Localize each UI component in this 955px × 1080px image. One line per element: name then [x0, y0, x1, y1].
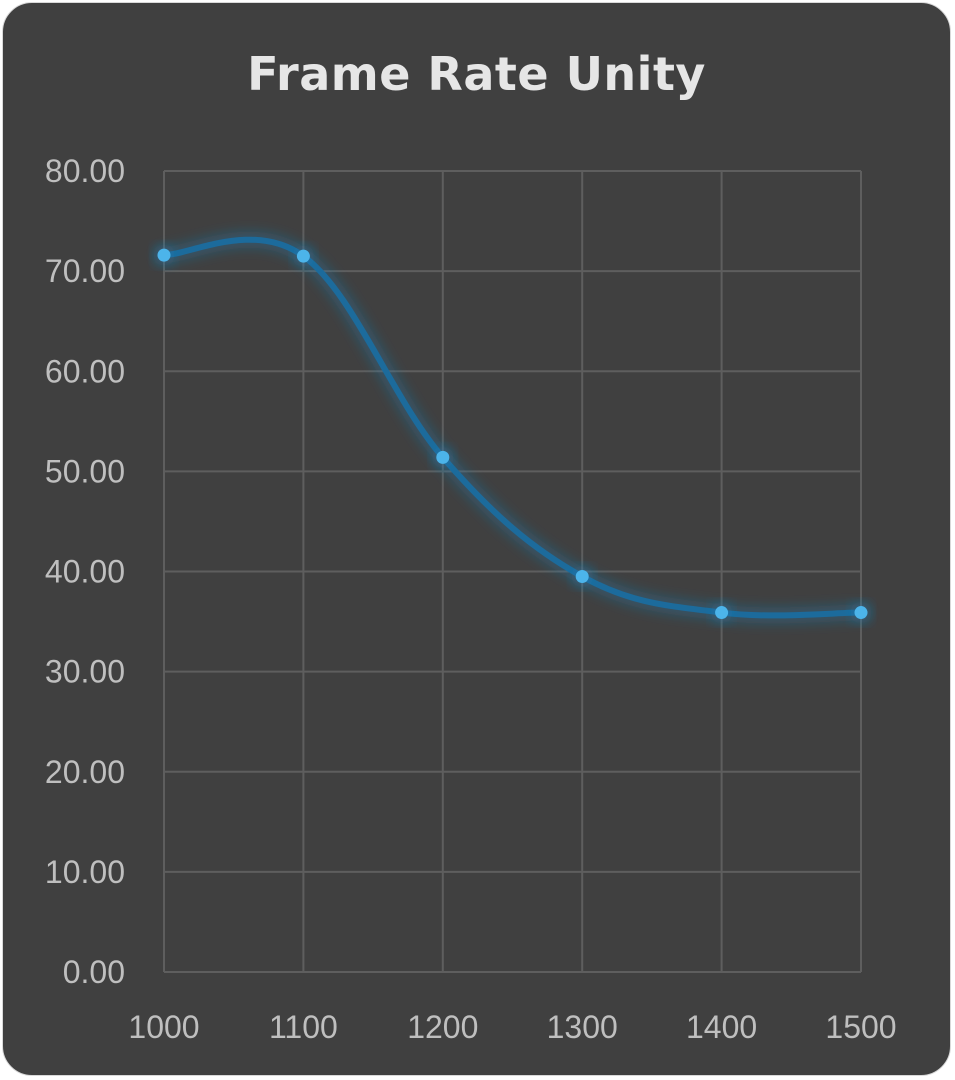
x-tick-label: 1100: [269, 1009, 338, 1045]
grid: [163, 170, 862, 973]
y-tick-label: 0.00: [63, 954, 125, 990]
data-point: [157, 248, 171, 262]
y-axis-ticks: 0.00 10.00 20.00 30.00 40.00 50.00 60.00 70.00 8…: [45, 153, 125, 990]
x-tick-label: 1500: [825, 1009, 896, 1045]
x-tick-label: 1000: [128, 1009, 199, 1045]
data-point: [854, 606, 868, 620]
y-tick-label: 50.00: [45, 453, 125, 489]
y-tick-label: 20.00: [45, 754, 125, 790]
y-tick-label: 40.00: [45, 554, 125, 590]
x-tick-label: 1400: [686, 1009, 757, 1045]
y-tick-label: 70.00: [45, 253, 125, 289]
y-tick-label: 10.00: [45, 854, 125, 890]
data-point: [296, 249, 310, 263]
x-tick-label: 1300: [547, 1009, 618, 1045]
x-tick-label: 1200: [407, 1009, 478, 1045]
chart-title: Frame Rate Unity: [247, 47, 706, 101]
data-point: [575, 570, 589, 584]
series-line: [161, 236, 864, 619]
series-frame-rate: [153, 231, 872, 624]
y-tick-label: 60.00: [45, 353, 125, 389]
data-point: [436, 450, 450, 464]
series-line-glow: [156, 231, 869, 624]
y-tick-label: 80.00: [45, 153, 125, 189]
y-tick-label: 30.00: [45, 654, 125, 690]
x-axis-ticks: 1000 1100 1200 1300 1400 1500: [128, 1009, 896, 1045]
data-point: [715, 606, 729, 620]
